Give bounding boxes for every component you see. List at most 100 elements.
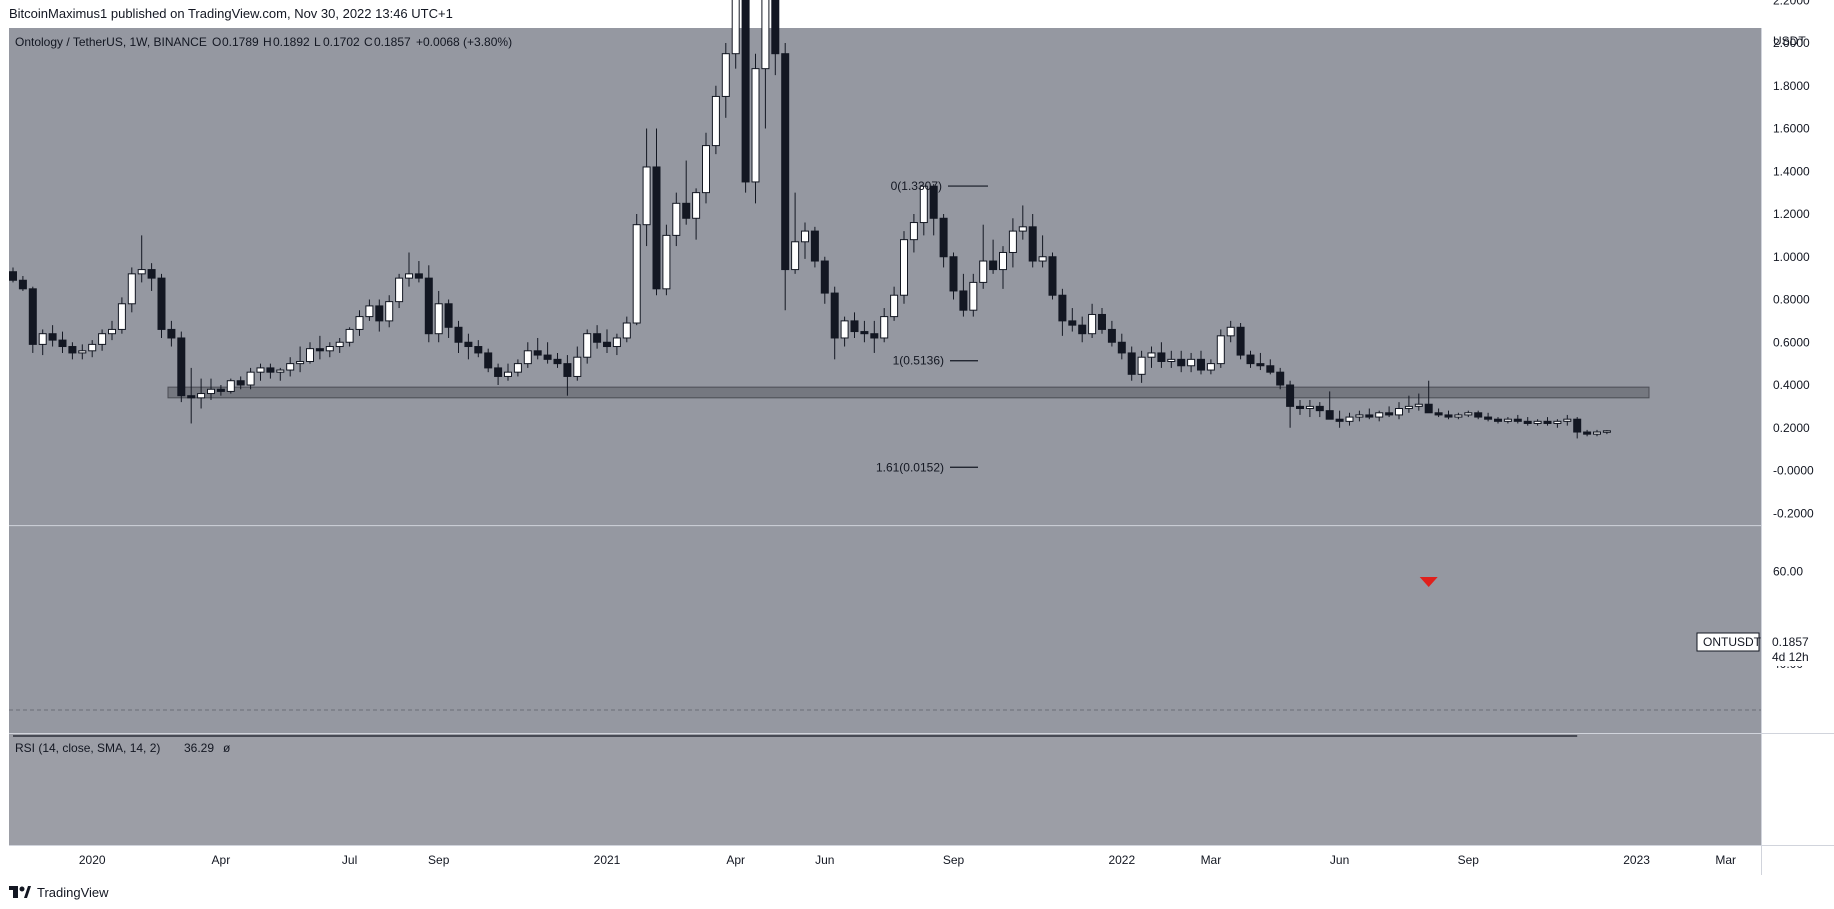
- candle-bearish: [593, 333, 602, 343]
- candle-bullish: [276, 369, 285, 373]
- candle-bullish: [325, 346, 334, 352]
- candle-bullish: [137, 269, 146, 275]
- candle-bearish: [1058, 294, 1067, 322]
- candle-bearish: [810, 230, 819, 262]
- rsi-label: RSI (14, close, SMA, 14, 2): [15, 741, 160, 755]
- rejection-marker-icon: [1419, 577, 1438, 587]
- tradingview-footer: TradingView: [0, 877, 400, 907]
- time-tick-label: Sep: [943, 853, 965, 867]
- candle-bullish: [1602, 430, 1611, 433]
- time-tick-label: Apr: [212, 853, 231, 867]
- candle-bullish: [286, 363, 295, 371]
- candle-bearish: [939, 217, 948, 258]
- symbol-tag-ticker: ONTUSDT: [1703, 635, 1762, 649]
- open-label: O: [212, 35, 221, 49]
- candle-bullish: [1018, 226, 1027, 232]
- close-label: C: [364, 35, 373, 49]
- candle-bullish: [256, 367, 265, 373]
- candle-bearish: [1315, 405, 1324, 412]
- candle-bearish: [1048, 256, 1057, 296]
- time-tick-label: Mar: [1201, 853, 1222, 867]
- fib-level-label: 0(1.3307): [891, 179, 942, 193]
- candle-bearish: [1068, 320, 1077, 326]
- candle-bullish: [335, 341, 344, 348]
- candle-bullish: [306, 348, 314, 362]
- candle-bearish: [1424, 403, 1433, 414]
- candle-bearish: [870, 333, 879, 339]
- candle-bullish: [1414, 403, 1423, 407]
- candle-bullish: [1167, 358, 1176, 362]
- candle-bearish: [167, 328, 176, 339]
- candle-bearish: [414, 273, 423, 279]
- time-tick-label: 2023: [1623, 853, 1650, 867]
- candle-bullish: [731, 0, 740, 55]
- open-value: 0.1789: [222, 35, 259, 49]
- high-label: H: [263, 35, 272, 49]
- candle-bullish: [979, 260, 988, 283]
- candle-bearish: [375, 305, 384, 322]
- close-value: 0.1857: [374, 35, 411, 49]
- candle-bullish: [919, 185, 928, 224]
- candle-bullish: [405, 273, 413, 279]
- price-tick-label: 0.2000: [1773, 421, 1810, 435]
- candle-bullish: [98, 333, 107, 345]
- candle-bullish: [1187, 358, 1196, 367]
- candle-bullish: [711, 95, 720, 147]
- candle-bearish: [1523, 420, 1532, 424]
- ohlc-legend: Ontology / TetherUS, 1W, BINANCE O 0.178…: [15, 35, 512, 49]
- candle-bullish: [1008, 230, 1017, 253]
- low-value: 0.1702: [323, 35, 360, 49]
- candle-bullish: [365, 305, 374, 318]
- candle-bullish: [1147, 352, 1156, 358]
- candle-bullish: [751, 68, 760, 183]
- candle-bearish: [48, 333, 57, 341]
- candle-bearish: [741, 0, 750, 183]
- candle-bullish: [761, 0, 770, 70]
- candle-bullish: [117, 303, 126, 330]
- candle-bullish: [1305, 405, 1314, 410]
- candle-bearish: [18, 279, 27, 290]
- symbol-name: Ontology / TetherUS, 1W, BINANCE: [15, 35, 207, 49]
- candle-bullish: [108, 328, 116, 335]
- candle-bullish: [197, 393, 206, 399]
- candle-bearish: [1197, 358, 1205, 371]
- candle-bearish: [1513, 418, 1522, 422]
- candle-bullish: [1553, 420, 1562, 424]
- candle-bullish: [840, 320, 849, 339]
- candle-bearish: [1474, 412, 1483, 418]
- candle-bullish: [355, 316, 364, 330]
- price-tick-label: 1.8000: [1773, 79, 1810, 93]
- price-tick-label: 1.6000: [1773, 122, 1810, 136]
- tradingview-logo-icon: [9, 886, 31, 898]
- candle-bullish: [573, 356, 582, 377]
- candle-bearish: [1573, 418, 1582, 433]
- candle-bearish: [1127, 352, 1136, 375]
- candle-bullish: [1404, 405, 1413, 410]
- candle-bearish: [1256, 363, 1265, 367]
- candle-bearish: [1365, 414, 1374, 418]
- footer-brand: TradingView: [37, 884, 109, 900]
- candle-bearish: [266, 367, 275, 373]
- low-label: L: [314, 35, 321, 49]
- candle-bullish: [642, 166, 651, 226]
- candle-bearish: [1157, 352, 1166, 362]
- candle-bearish: [771, 0, 780, 55]
- rsi-value: 36.29: [184, 741, 214, 755]
- candle-bearish: [1385, 412, 1394, 416]
- candle-bearish: [989, 260, 998, 271]
- candle-bearish: [157, 277, 166, 330]
- candle-bullish: [1137, 356, 1146, 375]
- candle-bullish: [523, 350, 532, 365]
- symbol-tag-price: 0.1857: [1772, 635, 1809, 649]
- symbol-price-tag: ONTUSDT 0.1857 4d 12h: [1696, 630, 1818, 666]
- price-tick-label: 0.6000: [1773, 335, 1810, 349]
- candle-bullish: [969, 281, 978, 311]
- candle-bullish: [1395, 408, 1403, 416]
- candle-bearish: [147, 269, 156, 279]
- candle-bearish: [484, 352, 493, 369]
- candle-bullish: [721, 53, 730, 97]
- candle-bearish: [959, 290, 968, 311]
- candle-bearish: [187, 395, 196, 399]
- candle-bearish: [682, 202, 691, 219]
